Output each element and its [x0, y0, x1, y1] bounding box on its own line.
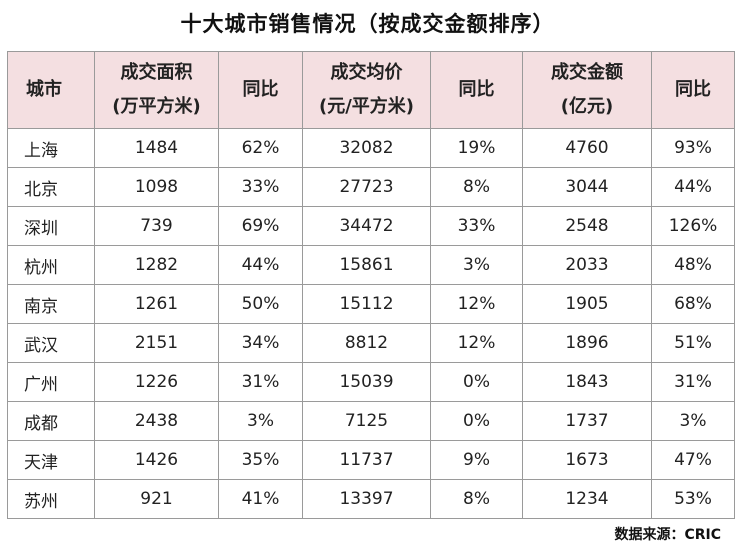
table-row: 北京 1098 33% 27723 8% 3044 44% [7, 167, 735, 207]
header-city: 城市 [7, 51, 95, 129]
cell-price: 32082 [302, 128, 431, 168]
table-row: 上海 1484 62% 32082 19% 4760 93% [7, 128, 735, 168]
cell-city: 广州 [7, 362, 95, 402]
cell-city: 苏州 [7, 479, 95, 519]
header-amount: 成交金额 (亿元) [522, 51, 652, 129]
header-amount-yoy: 同比 [651, 51, 735, 129]
cell-city: 杭州 [7, 245, 95, 285]
cell-area: 2438 [94, 401, 219, 441]
cell-amount-yoy: 31% [651, 362, 735, 402]
header-row: 城市 成交面积 (万平方米) 同比 成交均价 (元/平方米) 同比 成交金额 (… [7, 51, 735, 129]
cell-amount: 4760 [522, 128, 652, 168]
table-row: 苏州 921 41% 13397 8% 1234 53% [7, 479, 735, 519]
cell-amount: 2033 [522, 245, 652, 285]
cell-amount-yoy: 3% [651, 401, 735, 441]
cell-amount-yoy: 51% [651, 323, 735, 363]
table-title: 十大城市销售情况（按成交金额排序） [180, 12, 555, 36]
cell-amount: 1843 [522, 362, 652, 402]
header-price-line2: (元/平方米) [318, 96, 415, 117]
cell-price-yoy: 12% [430, 323, 523, 363]
cell-price-yoy: 8% [430, 167, 523, 207]
cell-amount: 1673 [522, 440, 652, 480]
cell-area-yoy: 33% [218, 167, 303, 207]
cell-price: 7125 [302, 401, 431, 441]
header-price-yoy: 同比 [430, 51, 523, 129]
cell-price: 15112 [302, 284, 431, 324]
cell-price-yoy: 0% [430, 401, 523, 441]
cell-price-yoy: 12% [430, 284, 523, 324]
header-price: 成交均价 (元/平方米) [302, 51, 431, 129]
cell-price: 8812 [302, 323, 431, 363]
header-area: 成交面积 (万平方米) [94, 51, 219, 129]
header-area-line1: 成交面积 [120, 62, 193, 83]
table-row: 武汉 2151 34% 8812 12% 1896 51% [7, 323, 735, 363]
cell-area-yoy: 62% [218, 128, 303, 168]
cell-amount: 1896 [522, 323, 652, 363]
cell-amount: 1905 [522, 284, 652, 324]
cell-area-yoy: 35% [218, 440, 303, 480]
cell-price-yoy: 9% [430, 440, 523, 480]
cell-amount-yoy: 68% [651, 284, 735, 324]
cell-amount: 3044 [522, 167, 652, 207]
cell-area: 1098 [94, 167, 219, 207]
cell-area: 1484 [94, 128, 219, 168]
cell-amount: 2548 [522, 206, 652, 246]
header-area-line2: (万平方米) [112, 96, 201, 117]
data-source-note: 数据来源：CRIC [614, 527, 721, 543]
cell-city: 武汉 [7, 323, 95, 363]
table-row: 天津 1426 35% 11737 9% 1673 47% [7, 440, 735, 480]
cell-amount-yoy: 47% [651, 440, 735, 480]
cell-amount: 1234 [522, 479, 652, 519]
cell-area: 921 [94, 479, 219, 519]
table-row: 南京 1261 50% 15112 12% 1905 68% [7, 284, 735, 324]
cell-price-yoy: 8% [430, 479, 523, 519]
cell-area: 1226 [94, 362, 219, 402]
cell-city: 上海 [7, 128, 95, 168]
cell-city: 南京 [7, 284, 95, 324]
cell-price: 13397 [302, 479, 431, 519]
cell-area: 1426 [94, 440, 219, 480]
cell-city: 天津 [7, 440, 95, 480]
cell-price: 15039 [302, 362, 431, 402]
header-amount-line1: 成交金额 [551, 62, 623, 83]
cell-area-yoy: 50% [218, 284, 303, 324]
header-amount-line2: (亿元) [560, 96, 614, 117]
cell-city: 成都 [7, 401, 95, 441]
cell-price-yoy: 19% [430, 128, 523, 168]
cell-area: 2151 [94, 323, 219, 363]
cell-price: 11737 [302, 440, 431, 480]
header-price-line1: 成交均价 [330, 62, 403, 83]
cell-area-yoy: 44% [218, 245, 303, 285]
table-row: 广州 1226 31% 15039 0% 1843 31% [7, 362, 735, 402]
cell-area: 739 [94, 206, 219, 246]
cell-area-yoy: 31% [218, 362, 303, 402]
cell-city: 北京 [7, 167, 95, 207]
cell-area: 1261 [94, 284, 219, 324]
table-row: 深圳 739 69% 34472 33% 2548 126% [7, 206, 735, 246]
cell-area-yoy: 34% [218, 323, 303, 363]
cell-area-yoy: 69% [218, 206, 303, 246]
cell-price-yoy: 33% [430, 206, 523, 246]
sales-table: 城市 成交面积 (万平方米) 同比 成交均价 (元/平方米) 同比 成交金额 (… [7, 51, 735, 519]
cell-price: 27723 [302, 167, 431, 207]
cell-price-yoy: 0% [430, 362, 523, 402]
cell-amount: 1737 [522, 401, 652, 441]
header-area-yoy: 同比 [218, 51, 303, 129]
cell-city: 深圳 [7, 206, 95, 246]
cell-price: 15861 [302, 245, 431, 285]
cell-price: 34472 [302, 206, 431, 246]
cell-amount-yoy: 53% [651, 479, 735, 519]
cell-amount-yoy: 48% [651, 245, 735, 285]
cell-area-yoy: 3% [218, 401, 303, 441]
cell-amount-yoy: 44% [651, 167, 735, 207]
table-row: 成都 2438 3% 7125 0% 1737 3% [7, 401, 735, 441]
cell-area-yoy: 41% [218, 479, 303, 519]
cell-area: 1282 [94, 245, 219, 285]
cell-amount-yoy: 93% [651, 128, 735, 168]
cell-price-yoy: 3% [430, 245, 523, 285]
table-row: 杭州 1282 44% 15861 3% 2033 48% [7, 245, 735, 285]
cell-amount-yoy: 126% [651, 206, 735, 246]
